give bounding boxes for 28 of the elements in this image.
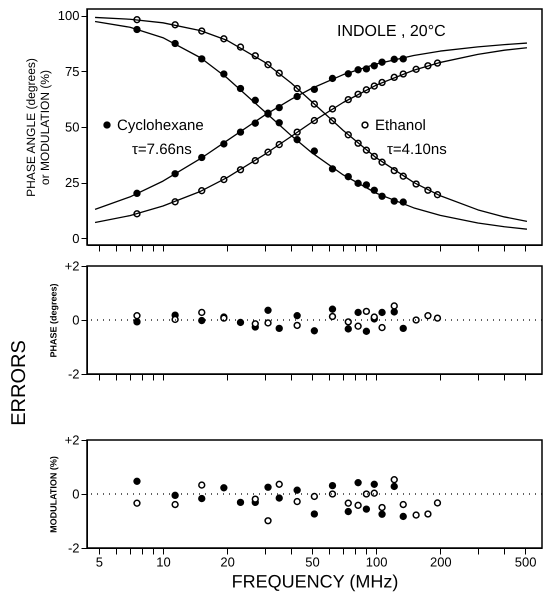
y-tick-label: 0: [72, 230, 80, 246]
x-tick-label: 500: [514, 554, 536, 570]
legend-label: Ethanol: [375, 117, 426, 134]
y-axis-title: MODULATION (%): [48, 456, 59, 533]
y-tick-label: +2: [64, 258, 80, 274]
y-tick-label: +2: [64, 432, 80, 448]
y-tick-label: -2: [68, 366, 80, 382]
y-tick-label: -2: [68, 540, 80, 556]
x-axis-title: FREQUENCY (MHz): [232, 572, 398, 592]
annotation: INDOLE , 20°C: [337, 23, 446, 40]
x-tick-label: 20: [220, 554, 235, 570]
y-axis-title: PHASE ANGLE (degrees) or MODULATION (%): [24, 58, 52, 197]
y-tick-label: 0: [72, 312, 80, 328]
y-tick-label: 25: [65, 175, 80, 190]
x-tick-label: 5: [96, 554, 103, 570]
legend-label: Cyclohexane: [117, 117, 204, 134]
y-tick-label: 75: [65, 64, 80, 79]
x-tick-label: 50: [305, 554, 320, 570]
y-axis-title: PHASE (degrees): [48, 283, 59, 358]
x-tick-label: 10: [156, 554, 171, 570]
text: ERRORS: [8, 340, 30, 426]
annotation: τ=7.66ns: [132, 141, 192, 158]
y-tick-label: 50: [65, 120, 80, 134]
annotation: τ=4.10ns: [387, 141, 447, 158]
y-tick-label: 0: [72, 486, 80, 502]
x-tick-label: 100: [366, 554, 388, 570]
x-tick-label: 200: [430, 554, 452, 570]
y-tick-label: 100: [58, 8, 80, 24]
